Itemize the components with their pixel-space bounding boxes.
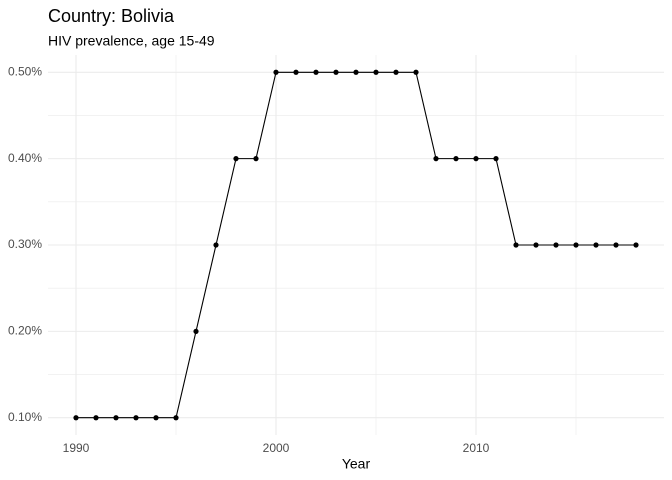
x-tick-label: 2010 xyxy=(463,441,490,455)
point xyxy=(613,242,619,248)
x-axis-label: Year xyxy=(342,456,371,472)
point xyxy=(213,242,219,248)
point xyxy=(453,156,459,162)
point xyxy=(353,69,359,75)
point xyxy=(373,69,379,75)
point xyxy=(193,328,199,334)
point xyxy=(153,415,159,421)
chart-title: Country: Bolivia xyxy=(48,6,175,26)
y-tick-label: 0.50% xyxy=(8,64,42,78)
point xyxy=(113,415,119,421)
point xyxy=(593,242,599,248)
x-tick-label: 1990 xyxy=(63,441,90,455)
point xyxy=(393,69,399,75)
point xyxy=(293,69,299,75)
point xyxy=(313,69,319,75)
y-tick-label: 0.20% xyxy=(8,324,42,338)
point xyxy=(233,156,239,162)
x-tick-label: 2000 xyxy=(263,441,290,455)
point xyxy=(633,242,639,248)
point xyxy=(73,415,79,421)
point xyxy=(133,415,139,421)
point xyxy=(473,156,479,162)
point xyxy=(333,69,339,75)
y-tick-label: 0.30% xyxy=(8,237,42,251)
point xyxy=(273,69,279,75)
y-tick-label: 0.40% xyxy=(8,151,42,165)
point xyxy=(573,242,579,248)
point xyxy=(533,242,539,248)
point xyxy=(513,242,519,248)
point xyxy=(493,156,499,162)
point xyxy=(173,415,179,421)
point xyxy=(433,156,439,162)
y-tick-label: 0.10% xyxy=(8,410,42,424)
point xyxy=(553,242,559,248)
point xyxy=(413,69,419,75)
chart-subtitle: HIV prevalence, age 15-49 xyxy=(48,33,215,49)
point xyxy=(93,415,99,421)
point xyxy=(253,156,259,162)
